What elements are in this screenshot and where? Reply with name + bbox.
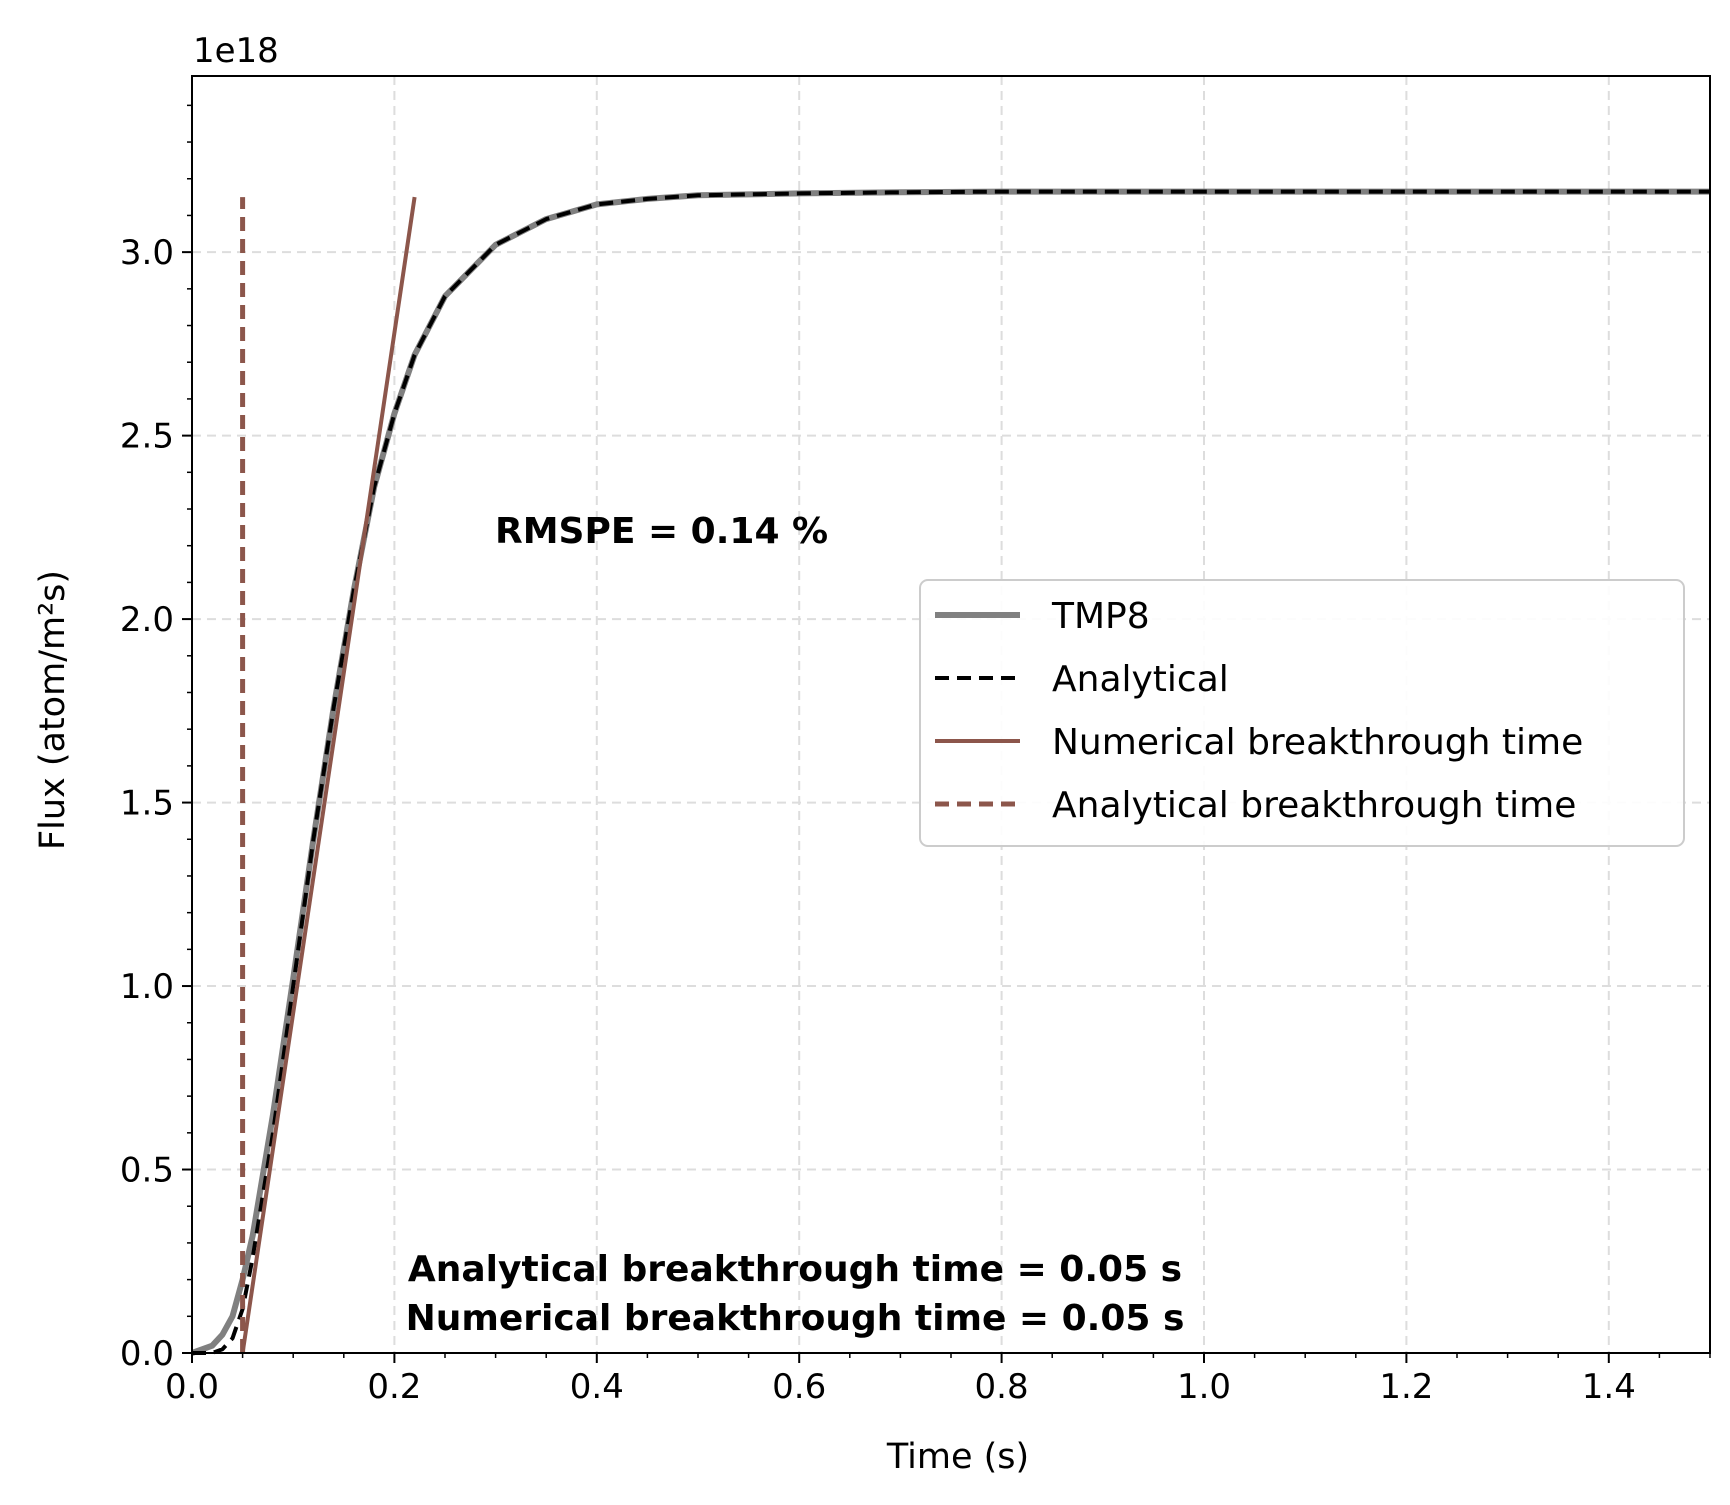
numerical-breakthrough-line [240,196,417,1354]
numerical-breakthrough-annotation: Numerical breakthrough time = 0.05 s [406,1298,1185,1339]
y-tick-label: 0.0 [120,1334,174,1374]
y-tick-label: 1.5 [120,784,174,824]
x-tick-label: 0.0 [165,1367,219,1407]
x-tick-label: 0.8 [975,1367,1029,1407]
x-tick-label: 0.4 [570,1367,624,1407]
legend-label: Numerical breakthrough time [1052,722,1583,763]
x-tick-label: 0.2 [367,1367,421,1407]
legend-label: Analytical breakthrough time [1052,785,1576,826]
rmspe-annotation: RMSPE = 0.14 % [495,511,828,552]
legend-label: Analytical [1052,659,1229,700]
legend-label: TMP8 [1051,596,1150,637]
y-offset-label: 1e18 [193,31,279,71]
x-tick-label: 1.0 [1177,1367,1231,1407]
y-tick-label: 3.0 [120,233,174,273]
analytical-breakthrough-annotation: Analytical breakthrough time = 0.05 s [408,1249,1182,1290]
x-tick-label: 0.6 [772,1367,826,1407]
legend-frame [919,579,1685,847]
y-tick-label: 0.5 [120,1151,174,1191]
x-axis-label: Time (s) [886,1437,1029,1477]
x-tick-label: 1.2 [1379,1367,1433,1407]
x-tick-label: 1.4 [1582,1367,1636,1407]
y-tick-label: 1.0 [120,967,174,1007]
y-tick-label: 2.5 [120,417,174,457]
y-axis-label: Flux (atom/m²s) [33,570,73,850]
legend: TMP8 Analytical Numerical breakthrough tim… [919,579,1685,847]
series-line-analytical [192,189,1710,1355]
y-tick-label: 2.0 [120,600,174,640]
ticks: 0.0 0.2 0.4 0.6 0.8 1.0 1.2 1.4 0.0 0.5 1.0 1.5 2.0 2… [120,104,1711,1407]
series-group [190,188,1710,1356]
